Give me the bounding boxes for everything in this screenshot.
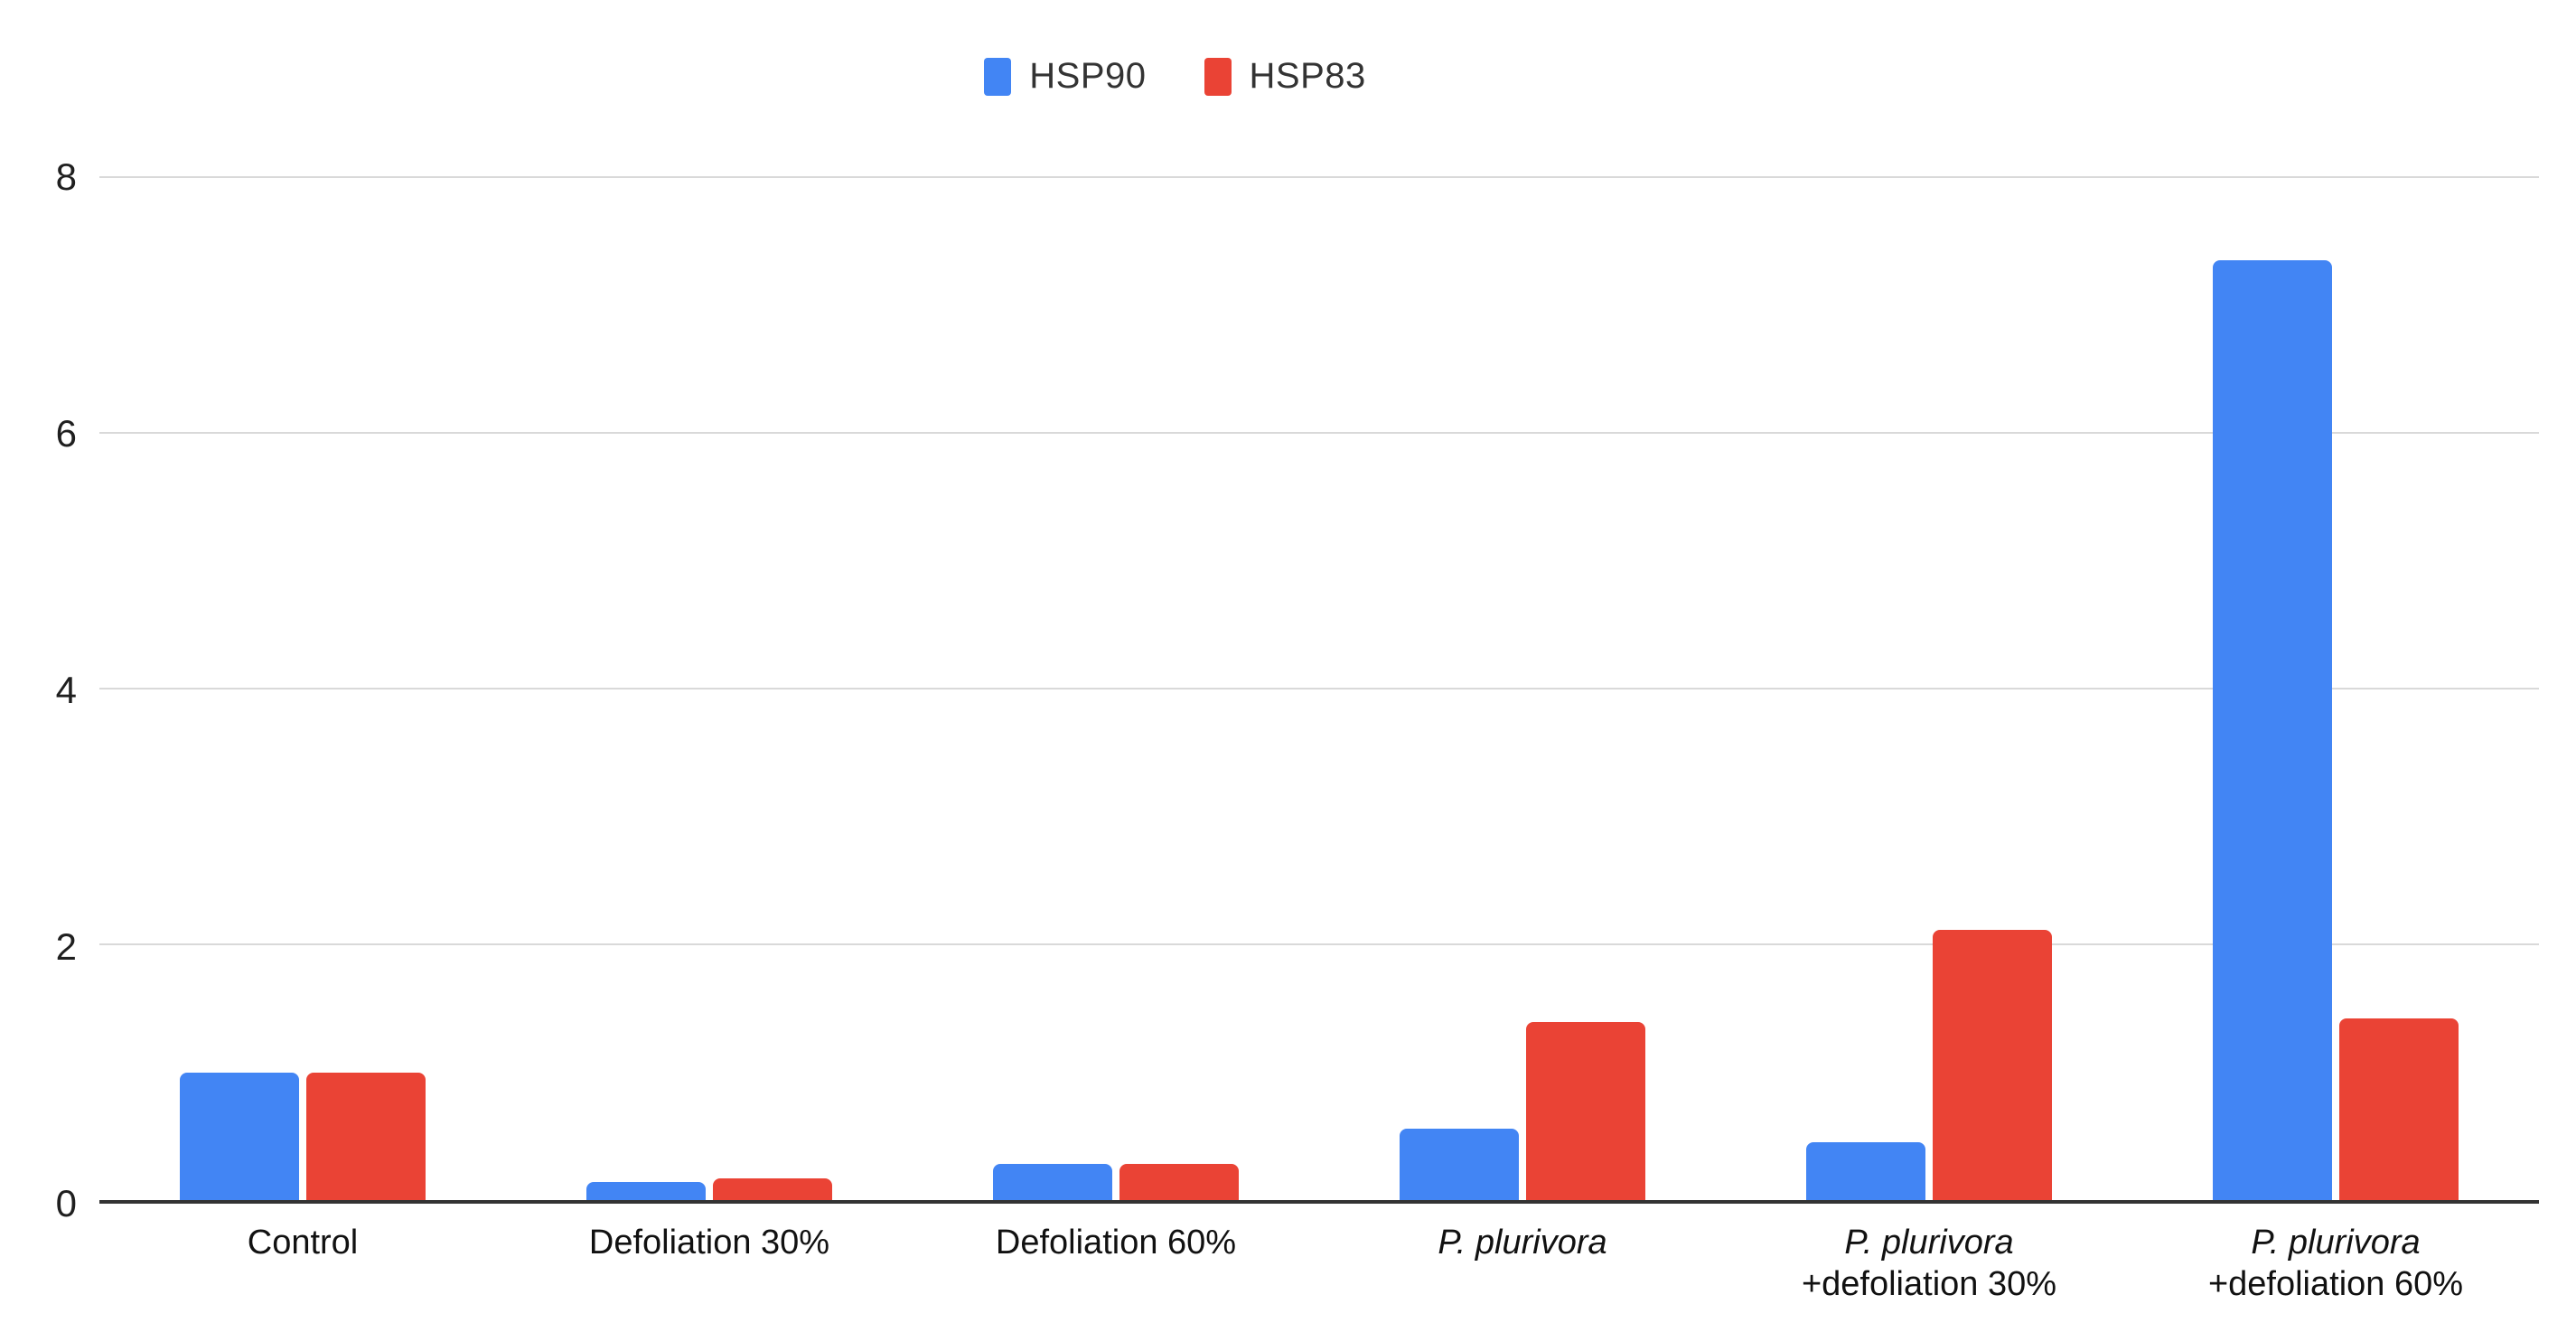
y-axis-tick-labels: 0 2 4 6 8 — [0, 0, 77, 1332]
category-column-1 — [506, 177, 913, 1200]
x-axis-category-labels: Control Defoliation 30% Defoliation 60% P. … — [99, 1222, 2539, 1305]
y-tick-label-8: 8 — [55, 155, 77, 198]
bar-columns — [99, 177, 2539, 1200]
bar-hsp83-3 — [1526, 1022, 1645, 1200]
category-column-4 — [1726, 177, 2132, 1200]
bar-hsp90-1 — [586, 1182, 706, 1200]
x-category-label-3: P. plurivora — [1319, 1222, 1726, 1305]
gridline-y-4 — [99, 688, 2539, 689]
legend-swatch-hsp83-icon — [1204, 57, 1232, 96]
y-tick-label-0: 0 — [55, 1182, 77, 1224]
bar-hsp90-5 — [2213, 259, 2332, 1200]
gridline-y-8 — [99, 176, 2539, 178]
x-category-label-1: Defoliation 30% — [506, 1222, 913, 1305]
x-category-label-4: P. plurivora +defoliation 30% — [1726, 1222, 2132, 1305]
bar-hsp90-3 — [1400, 1128, 1519, 1200]
legend-label-hsp90: HSP90 — [1029, 56, 1147, 96]
x-category-label-0: Control — [99, 1222, 506, 1305]
gridline-y-2 — [99, 943, 2539, 945]
bar-hsp90-0 — [180, 1072, 299, 1200]
gridline-y-6 — [99, 432, 2539, 434]
x-category-label-line2: +defoliation 30% — [1801, 1265, 2057, 1303]
category-column-2 — [913, 177, 1319, 1200]
bar-hsp83-1 — [713, 1177, 832, 1200]
chart-legend: HSP90 HSP83 — [0, 56, 2350, 97]
bar-hsp90-4 — [1806, 1142, 1925, 1200]
category-column-5 — [2132, 177, 2539, 1200]
x-category-label-line1: P. plurivora — [1438, 1224, 1607, 1262]
x-category-label-5: P. plurivora +defoliation 60% — [2132, 1222, 2539, 1305]
x-category-label-2: Defoliation 60% — [913, 1222, 1319, 1305]
legend-item-hsp90: HSP90 — [984, 56, 1146, 97]
y-tick-label-4: 4 — [55, 669, 77, 711]
x-category-label-line2: +defoliation 60% — [2207, 1265, 2464, 1303]
legend-item-hsp83: HSP83 — [1204, 56, 1366, 97]
plot-area — [99, 176, 2539, 1204]
category-column-0 — [99, 177, 506, 1200]
legend-swatch-hsp90-icon — [984, 57, 1012, 96]
y-tick-label-2: 2 — [55, 925, 77, 968]
bar-hsp90-2 — [993, 1164, 1112, 1200]
x-category-label-line1: Defoliation 30% — [588, 1224, 830, 1262]
bar-hsp83-2 — [1119, 1164, 1239, 1200]
bar-hsp83-5 — [2339, 1018, 2459, 1200]
x-category-label-line1: Control — [247, 1224, 359, 1262]
category-column-3 — [1319, 177, 1726, 1200]
legend-label-hsp83: HSP83 — [1249, 56, 1366, 96]
y-tick-label-6: 6 — [55, 412, 77, 455]
bar-hsp83-0 — [306, 1072, 426, 1200]
x-category-label-line1: P. plurivora — [2251, 1224, 2421, 1262]
x-category-label-line1: P. plurivora — [1844, 1224, 2014, 1262]
bar-hsp83-4 — [1933, 930, 2052, 1200]
x-category-label-line1: Defoliation 60% — [995, 1224, 1237, 1262]
